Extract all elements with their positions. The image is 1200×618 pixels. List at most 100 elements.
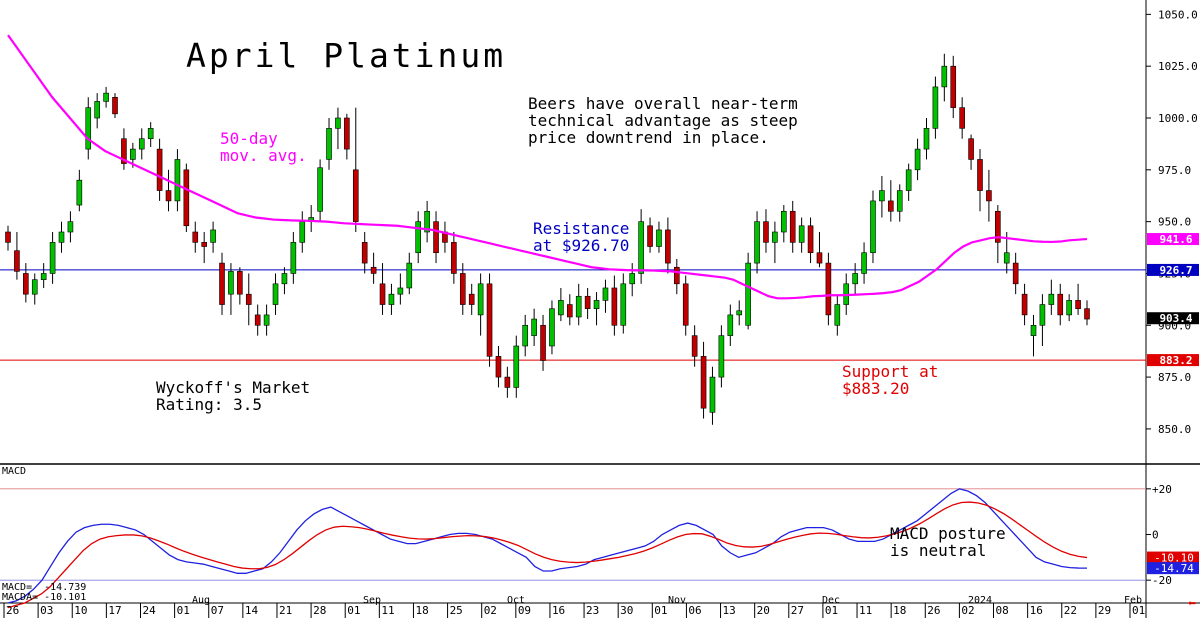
candle-body [691, 335, 698, 357]
time-tick-label: 08 [996, 604, 1009, 617]
candle-body [566, 304, 573, 318]
candle-body [317, 167, 323, 212]
macd-panel-title: MACD [2, 466, 27, 477]
candle-body [1021, 293, 1028, 316]
month-label: Oct [507, 595, 525, 606]
price-tag-box [1147, 354, 1199, 367]
price-tag-label: 883.2 [1159, 354, 1192, 367]
candle-body [593, 300, 600, 309]
candle-body [147, 128, 154, 140]
candle-body [879, 190, 885, 202]
candle-body [522, 324, 529, 347]
time-tick-label: 02 [484, 604, 497, 617]
candle-body [58, 231, 65, 243]
candle-body [406, 262, 413, 289]
candle-body [718, 335, 725, 378]
candle-body [156, 148, 163, 191]
month-label: Aug [192, 595, 210, 606]
macd-signal-line [7, 501, 1088, 609]
time-tick-label: 30 [620, 604, 633, 617]
candle-body [272, 283, 279, 305]
candle-body [709, 376, 716, 413]
candle-body [23, 273, 29, 295]
time-tick-label: 22 [1064, 604, 1077, 617]
candle-body [763, 221, 769, 243]
candle-body [656, 229, 662, 247]
candle-body [772, 231, 778, 243]
time-tick-label: 10 [74, 604, 87, 617]
candle-body [754, 221, 760, 264]
time-tick-label: 25 [450, 604, 463, 617]
moving-average-label: 50-day mov. avg. [220, 129, 307, 165]
candle-body [531, 318, 537, 336]
candle-body [237, 271, 243, 295]
price-tick-label: 850.0 [1158, 423, 1191, 436]
candle-body [281, 273, 288, 285]
price-tag-label: 926.7 [1159, 264, 1192, 277]
market-rating-text: Wyckoff's Market Rating: 3.5 [156, 378, 311, 414]
time-tick-label: 01 [654, 604, 667, 617]
time-tick-label: 09 [518, 604, 531, 617]
candle-body [602, 287, 609, 301]
candle-body [923, 128, 930, 150]
time-tick-label: 23 [586, 604, 599, 617]
candle-body [379, 283, 386, 305]
candle-body [254, 314, 261, 326]
macd-values-readout: MACD= -14.739 MACDA= -10.101 [2, 582, 87, 603]
time-tick-label: 18 [893, 604, 906, 617]
scroll-arrow-icon[interactable]: ⬅ [1187, 596, 1196, 612]
candle-body [219, 262, 225, 305]
time-tick-label: 16 [1030, 604, 1043, 617]
candle-body [629, 273, 636, 285]
candle-body [789, 210, 796, 243]
support-label: Support at $883.20 [842, 362, 939, 398]
month-label: Nov [668, 595, 686, 606]
candle-body [950, 65, 957, 108]
candle-body [807, 225, 814, 254]
candle-body [335, 117, 341, 129]
candle-body [558, 300, 564, 316]
price-tick-label: 875.0 [1158, 371, 1191, 384]
candle-body [1003, 252, 1010, 264]
candle-body [549, 308, 555, 347]
candle-body [798, 225, 805, 243]
candle-body [5, 231, 11, 243]
candle-body [941, 65, 948, 88]
candle-body [1039, 304, 1046, 326]
candle-body [584, 295, 591, 309]
candle-body [611, 287, 618, 326]
time-tick-label: 17 [108, 604, 121, 617]
candle-body [263, 314, 270, 326]
candle-body [1012, 262, 1019, 285]
chart-title: April Platinum [186, 36, 507, 75]
candle-body [468, 293, 475, 305]
candle-body [121, 138, 127, 164]
resistance-label: Resistance at $926.70 [533, 219, 630, 255]
candle-body [14, 250, 20, 272]
time-tick-label: 11 [381, 604, 394, 617]
macd-tick-label: 0 [1152, 529, 1159, 542]
candle-body [130, 148, 136, 160]
candle-body [138, 138, 145, 150]
candle-body [49, 242, 56, 274]
candle-body [370, 266, 377, 274]
candle-body [932, 86, 939, 129]
macd-tag-box [1147, 562, 1199, 575]
candle-body [103, 92, 109, 102]
candle-body [700, 356, 707, 409]
time-tick-label: 06 [688, 604, 701, 617]
time-tick-label: 26 [927, 604, 940, 617]
candle-body [620, 283, 627, 326]
price-tick-label: 1025.0 [1158, 60, 1198, 73]
time-tick-label: 21 [279, 604, 292, 617]
candle-body [665, 229, 671, 264]
time-tick-label: 28 [313, 604, 326, 617]
moving-average-line [7, 34, 1088, 300]
price-tag-label: 941.6 [1159, 233, 1192, 246]
candle-body [459, 273, 466, 305]
candle-body [495, 356, 502, 378]
candle-body [31, 279, 38, 295]
candle-body [1030, 324, 1037, 336]
time-tick-label: 02 [961, 604, 974, 617]
candle-body [647, 225, 653, 247]
